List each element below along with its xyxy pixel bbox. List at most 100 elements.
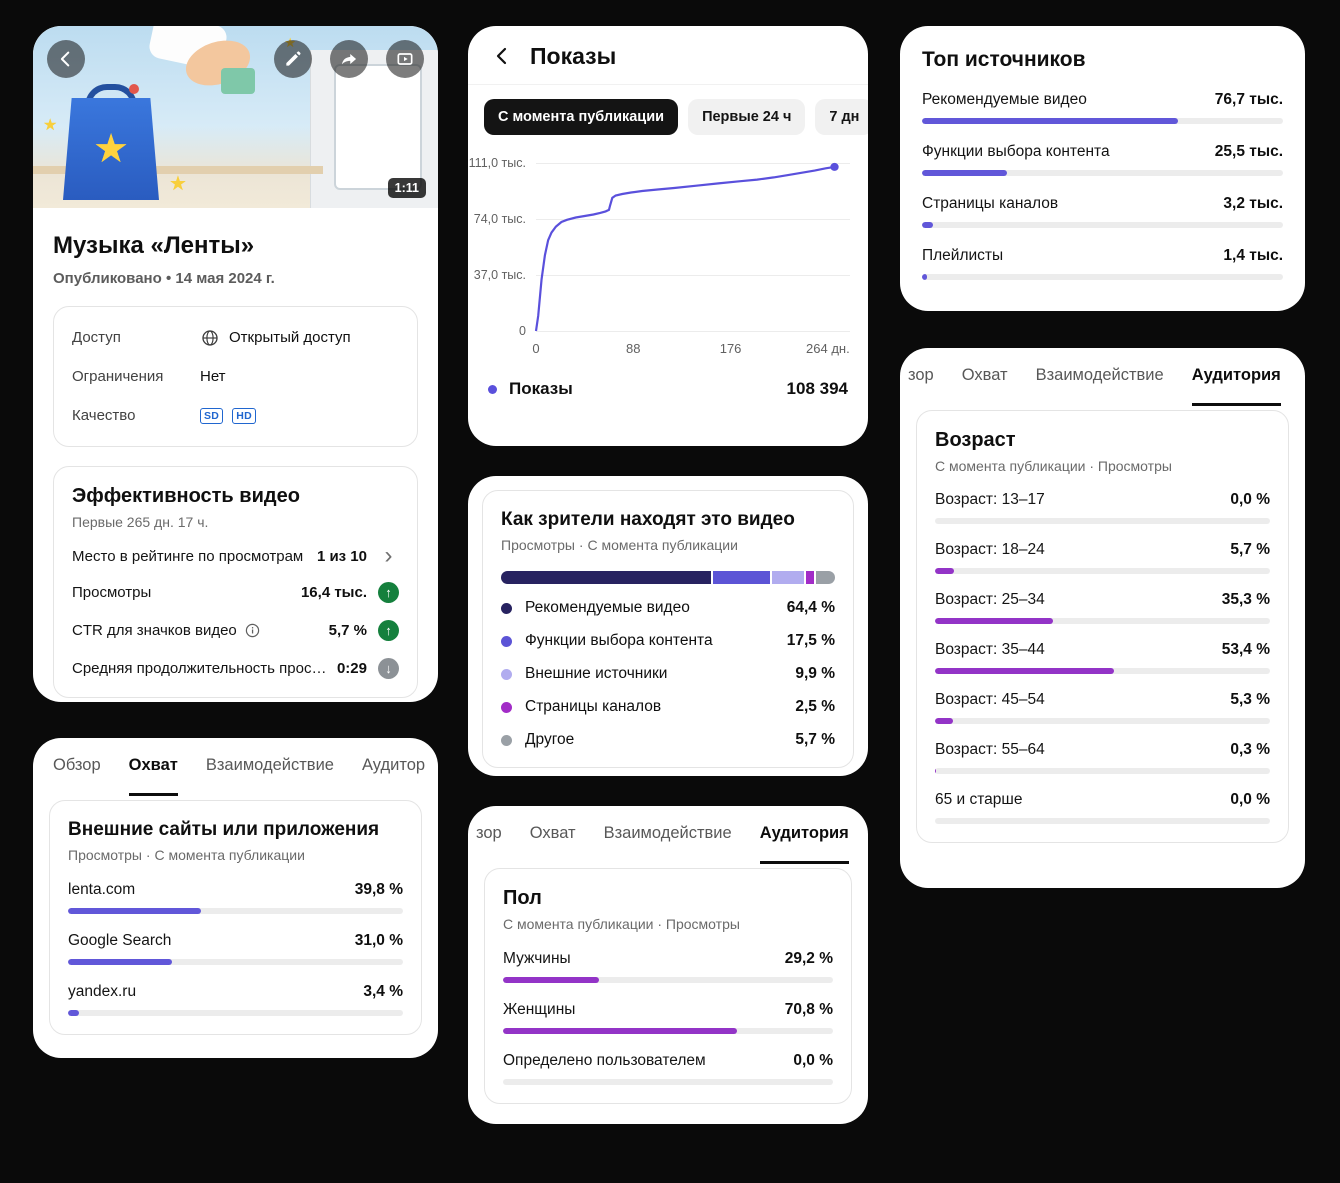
age-row-25-34: Возраст: 25–34 35,3 % — [935, 591, 1270, 624]
bar-track — [935, 668, 1270, 674]
tab-reach[interactable]: Охват — [529, 824, 576, 842]
x-tick-label: 0 — [532, 341, 540, 356]
bar-track — [503, 1079, 833, 1085]
tab-engagement[interactable]: Взаимодействие — [1035, 366, 1164, 384]
back-arrow-icon — [60, 51, 70, 67]
back-button[interactable] — [488, 42, 516, 70]
back-arrow-icon — [496, 47, 507, 65]
metric-row-ranking[interactable]: Место в рейтинге по просмотрам 1 из 10 › — [72, 542, 399, 569]
thumbnail-item-art — [221, 68, 255, 94]
gender-card: Пол С момента публикации · Просмотры Муж… — [484, 868, 852, 1104]
gender-title: Пол — [503, 887, 542, 909]
bar-track — [935, 518, 1270, 524]
legend-dot — [501, 635, 512, 647]
chip-7-days[interactable]: 7 дн — [815, 99, 868, 135]
tab-reach[interactable]: Охват — [961, 366, 1008, 384]
bar-track — [935, 718, 1270, 724]
share-button[interactable] — [330, 40, 368, 78]
stat-row-yandex: yandex.ru 3,4 % — [68, 983, 403, 1016]
info-icon[interactable] — [244, 622, 261, 639]
age-panel: зор Охват Взаимодействие Аудитория Возра… — [900, 348, 1305, 888]
bar-track — [68, 1010, 403, 1016]
gender-panel: зор Охват Взаимодействие Аудитория Пол С… — [468, 806, 868, 1124]
star-icon: ★ — [43, 117, 58, 134]
y-tick-label: 111,0 тыс. — [468, 156, 526, 170]
video-title: Музыка «Ленты» — [53, 232, 255, 259]
performance-title: Эффективность видео — [72, 485, 300, 507]
bar-fill — [68, 959, 172, 965]
metric-row-views: Просмотры 16,4 тыс. ↑ — [72, 582, 399, 603]
tab-audience[interactable]: Аудитория — [759, 806, 849, 864]
video-library-icon — [397, 53, 413, 65]
reach-panel: Обзор Охват Взаимодействие Аудитор Внешн… — [33, 738, 438, 1058]
performance-box: Эффективность видео Первые 265 дн. 17 ч.… — [53, 466, 418, 698]
chip-first-24h[interactable]: Первые 24 ч — [688, 99, 806, 135]
legend-dot — [501, 668, 512, 680]
thumbnail-fridge-art — [334, 64, 422, 190]
pencil-icon — [286, 51, 301, 66]
legend-dot — [488, 384, 497, 394]
bar-track — [503, 1028, 833, 1034]
tab-audience[interactable]: Аудитория — [1191, 348, 1281, 406]
legend-row-suggested: Рекомендуемые видео 64,4 % — [501, 599, 835, 617]
hd-quality-badge: HD — [232, 407, 256, 424]
impressions-panel: Показы С момента публикации Первые 24 ч … — [468, 26, 868, 446]
stat-row-google: Google Search 31,0 % — [68, 932, 403, 965]
trend-up-icon: ↑ — [378, 582, 399, 603]
bar-fill — [68, 1010, 80, 1016]
external-sites-subtitle: Просмотры · С момента публикации — [68, 847, 305, 863]
bar-fill — [935, 568, 955, 574]
discovery-card: Как зрители находят это видео Просмотры … — [482, 490, 854, 768]
bar-fill — [935, 718, 953, 724]
bar-fill — [503, 1028, 737, 1034]
video-thumbnail[interactable]: ★ ★ ★ ★ 1:11 — [33, 26, 438, 208]
bar-segment — [816, 571, 835, 584]
share-arrow-icon — [341, 54, 357, 65]
star-icon: ★ — [169, 173, 187, 195]
edit-button[interactable] — [274, 40, 312, 78]
bar-track — [935, 818, 1270, 824]
impressions-line — [536, 167, 835, 331]
restrictions-value: Нет — [200, 368, 226, 385]
tab-overview-clipped[interactable]: зор — [908, 366, 934, 384]
bar-track — [68, 959, 403, 965]
chip-since-published[interactable]: С момента публикации — [484, 99, 679, 135]
age-row-35-44: Возраст: 35–44 53,4 % — [935, 641, 1270, 674]
tab-audience[interactable]: Аудитор — [361, 756, 426, 774]
discovery-subtitle: Просмотры · С момента публикации — [501, 537, 738, 553]
tab-overview-clipped[interactable]: зор — [476, 824, 502, 842]
x-tick-label: 88 — [626, 341, 641, 356]
tab-overview[interactable]: Обзор — [53, 756, 101, 774]
bar-track — [922, 170, 1283, 176]
bar-segment — [772, 571, 805, 584]
bar-fill — [68, 908, 202, 914]
legend-label: Показы — [509, 379, 573, 398]
age-row-65-plus: 65 и старше 0,0 % — [935, 791, 1270, 824]
metric-row-ctr: CTR для значков видео 5,7 % ↑ — [72, 620, 399, 641]
thumbnail-bag-handle-art — [85, 84, 137, 106]
impressions-plot: 0 88 176 264 дн. — [532, 162, 850, 356]
published-date: Опубликовано • 14 мая 2024 г. — [53, 270, 275, 287]
legend-row-browse: Функции выбора контента 17,5 % — [501, 632, 835, 650]
y-tick-label: 0 — [519, 324, 526, 338]
bar-track — [935, 568, 1270, 574]
chevron-right-icon: › — [384, 542, 393, 569]
legend-dot — [501, 602, 512, 614]
age-row-18-24: Возраст: 18–24 5,7 % — [935, 541, 1270, 574]
top-sources-panel: Топ источников Рекомендуемые видео 76,7 т… — [900, 26, 1305, 311]
star-icon: ★ — [93, 127, 129, 171]
back-button[interactable] — [47, 40, 85, 78]
bar-segment — [501, 571, 711, 584]
impressions-legend: Показы 108 394 — [488, 379, 848, 399]
analytics-tabs: зор Охват Взаимодействие Аудитория — [468, 806, 868, 864]
tab-engagement[interactable]: Взаимодействие — [603, 824, 732, 842]
bar-segment — [712, 571, 771, 584]
impressions-title: Показы — [530, 42, 617, 69]
access-row-quality: Качество SD HD — [72, 403, 399, 428]
access-row-visibility: Доступ Открытый доступ — [72, 325, 399, 350]
tab-reach[interactable]: Охват — [128, 738, 178, 796]
tab-engagement[interactable]: Взаимодействие — [205, 756, 334, 774]
access-label: Доступ — [72, 329, 121, 346]
video-library-button[interactable] — [386, 40, 424, 78]
